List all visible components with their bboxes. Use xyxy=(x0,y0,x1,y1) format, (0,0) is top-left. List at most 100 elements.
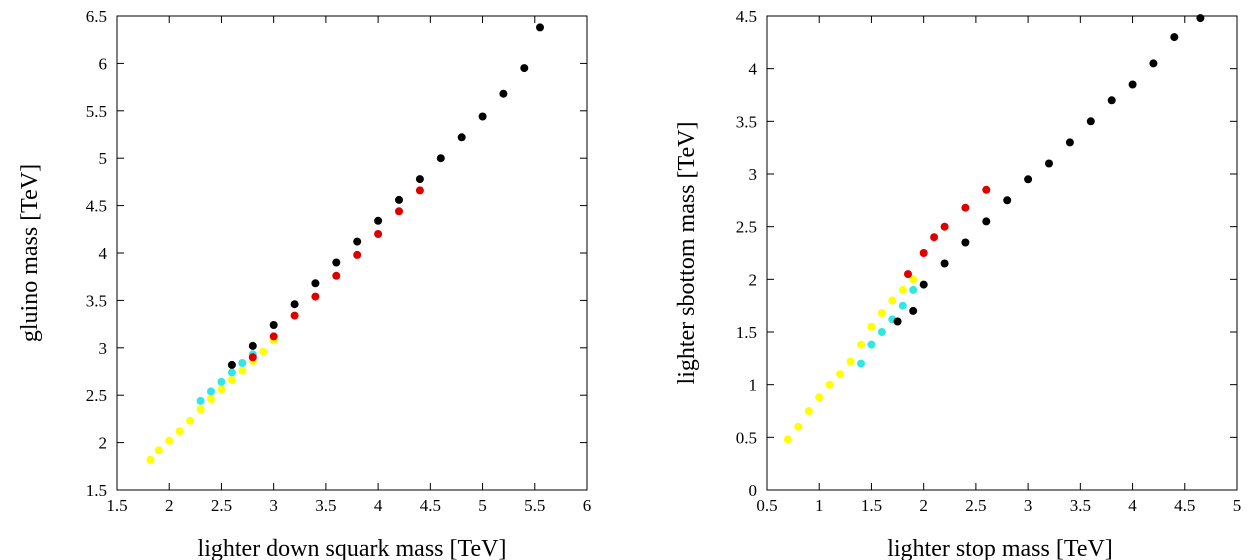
data-point xyxy=(1045,159,1053,168)
x-tick-label: 1 xyxy=(815,496,824,515)
y-tick-label: 4 xyxy=(749,60,758,79)
data-point xyxy=(415,186,424,195)
data-point xyxy=(227,360,236,369)
x-tick-label: 2 xyxy=(919,496,928,515)
data-point xyxy=(248,353,257,362)
data-point xyxy=(909,285,918,294)
data-point xyxy=(1024,175,1033,184)
data-point xyxy=(877,328,886,336)
data-point xyxy=(846,357,855,366)
data-point xyxy=(217,385,226,394)
y-tick-label: 3 xyxy=(749,165,758,184)
data-point xyxy=(227,376,236,384)
x-tick-label: 4.5 xyxy=(420,496,441,515)
y-tick-label: 2.5 xyxy=(736,218,757,237)
data-point xyxy=(238,366,247,375)
data-point xyxy=(857,340,865,349)
data-point xyxy=(961,203,970,212)
data-point xyxy=(207,387,215,396)
data-point xyxy=(290,300,299,309)
data-point xyxy=(867,322,876,331)
x-tick-label: 5 xyxy=(1233,496,1242,515)
data-point xyxy=(217,377,226,386)
data-point xyxy=(175,427,184,436)
data-point xyxy=(982,185,991,194)
y-tick-label: 4 xyxy=(99,244,108,263)
data-point xyxy=(248,341,257,350)
data-point xyxy=(1086,117,1095,126)
x-tick-label: 4.5 xyxy=(1174,496,1195,515)
data-point xyxy=(930,233,939,242)
data-point xyxy=(898,285,907,294)
y-tick-label: 2 xyxy=(749,270,758,289)
y-tick-label: 6.5 xyxy=(86,7,107,26)
x-tick-label: 2 xyxy=(165,496,174,515)
data-point xyxy=(804,407,813,415)
data-point xyxy=(311,279,320,288)
data-point xyxy=(499,89,508,98)
x-tick-label: 3 xyxy=(1024,496,1033,515)
data-point xyxy=(1128,80,1137,89)
axis-ticks: 1.5 2 2.5 3 3.5 4 4.5 5 5.5 6 1.5 2 2.5 3 3.5 4 4.5 5 5.5 6… xyxy=(86,7,592,515)
sbottom-vs-stop-panel: 0.5 1 1.5 2 2.5 3 3.5 4 4.5 500.511.522.533.544.5… xyxy=(674,7,1241,560)
scatter-points-group xyxy=(146,23,544,464)
data-point xyxy=(888,296,897,305)
data-point xyxy=(919,249,928,257)
x-tick-label: 3 xyxy=(269,496,278,515)
x-tick-label: 2.5 xyxy=(211,496,232,515)
data-point xyxy=(1065,138,1074,147)
data-point xyxy=(186,416,195,425)
x-tick-label: 5.5 xyxy=(524,496,545,515)
data-point xyxy=(893,317,902,326)
y-tick-label: 1.5 xyxy=(86,481,107,500)
data-point xyxy=(961,238,970,247)
y-tick-label: 6 xyxy=(99,54,108,73)
data-point xyxy=(1149,59,1158,68)
data-point xyxy=(1003,196,1012,205)
data-point xyxy=(353,250,362,259)
x-tick-label: 2.5 xyxy=(965,496,986,515)
x-axis-label: lighter stop mass [TeV] xyxy=(887,536,1113,560)
data-point xyxy=(353,237,362,246)
data-point xyxy=(904,270,912,279)
y-tick-label: 3.5 xyxy=(86,291,107,310)
data-point xyxy=(909,275,918,284)
data-point xyxy=(196,405,205,414)
data-point xyxy=(836,370,845,379)
data-point xyxy=(898,301,907,310)
y-tick-label: 5.5 xyxy=(86,102,107,121)
data-point xyxy=(815,393,824,402)
x-axis-label: lighter down squark mass [TeV] xyxy=(198,536,507,560)
x-tick-label: 6 xyxy=(583,496,592,515)
data-point xyxy=(536,23,544,32)
y-tick-label: 1.5 xyxy=(736,323,757,342)
x-tick-label: 1.5 xyxy=(861,496,882,515)
data-point xyxy=(332,258,341,267)
y-tick-label: 3 xyxy=(99,339,108,358)
y-axis-label: lighter sbottom mass [TeV] xyxy=(674,122,700,385)
data-point xyxy=(520,64,529,73)
data-point xyxy=(1196,14,1205,23)
y-tick-label: 4.5 xyxy=(736,7,757,26)
y-tick-label: 2 xyxy=(99,434,108,453)
x-tick-label: 4 xyxy=(374,496,383,515)
x-tick-label: 1.5 xyxy=(106,496,127,515)
data-point xyxy=(311,292,320,301)
y-tick-label: 5 xyxy=(99,149,108,168)
data-point xyxy=(478,112,487,121)
data-point xyxy=(227,368,236,377)
x-tick-label: 4 xyxy=(1128,496,1137,515)
data-point xyxy=(196,396,205,405)
x-tick-label: 0.5 xyxy=(756,496,777,515)
y-tick-label: 1 xyxy=(749,376,758,395)
scatter-points-group xyxy=(783,14,1205,444)
plot-frame xyxy=(766,15,1238,491)
data-point xyxy=(290,311,299,320)
data-point xyxy=(867,340,876,349)
y-tick-label: 3.5 xyxy=(736,112,757,131)
y-tick-label: 0 xyxy=(749,481,758,500)
data-point xyxy=(940,222,949,231)
x-tick-label: 3.5 xyxy=(315,496,336,515)
